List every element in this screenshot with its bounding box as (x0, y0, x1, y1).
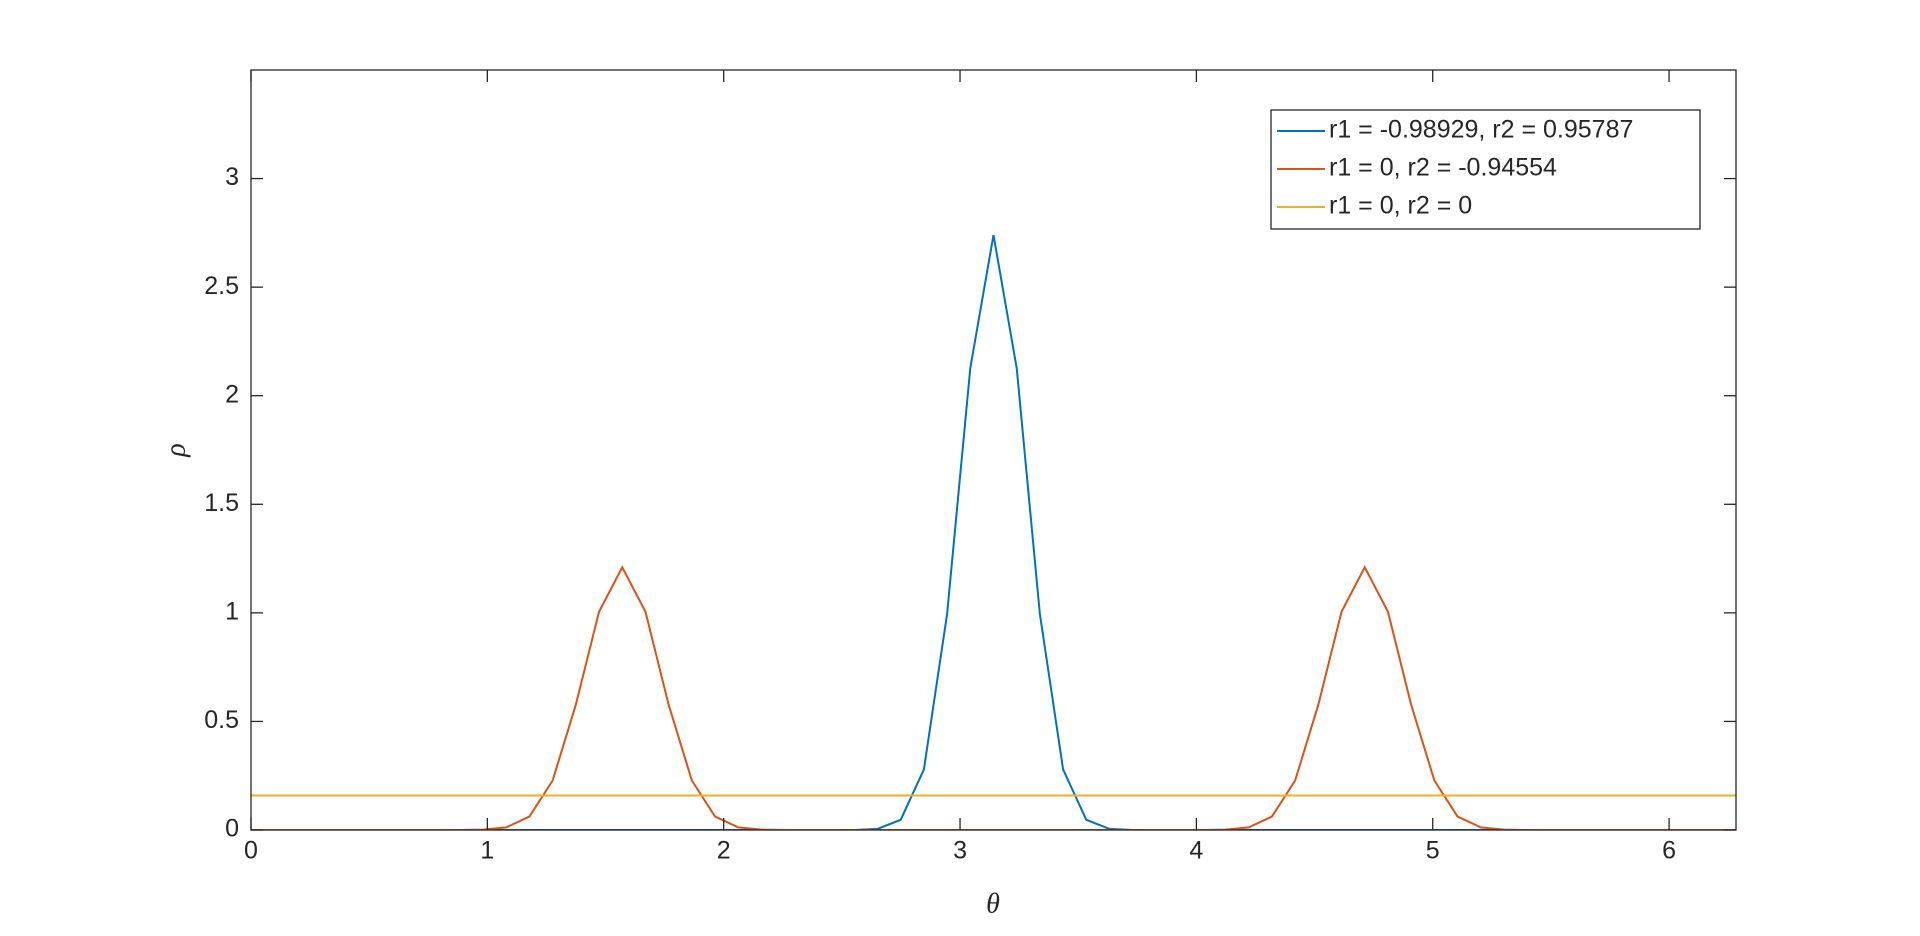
y-tick-label: 2.5 (204, 272, 239, 300)
y-tick-label: 1 (225, 597, 239, 625)
y-tick-label: 0.5 (204, 706, 239, 734)
legend-box (1270, 109, 1701, 230)
x-axis-label: θ (986, 888, 1000, 919)
x-tick-label: 3 (953, 837, 967, 865)
y-tick-label: 2 (225, 380, 239, 408)
series-line (251, 234, 1736, 830)
legend: r1 = -0.98929, r2 = 0.95787 r1 = 0, r2 = … (1270, 109, 1701, 230)
legend-label: r1 = -0.98929, r2 = 0.95787 (1329, 116, 1633, 144)
legend-label: r1 = 0, r2 = -0.94554 (1329, 154, 1557, 182)
y-tick-label: 3 (225, 163, 239, 191)
x-tick-label: 1 (480, 837, 494, 865)
legend-label: r1 = 0, r2 = 0 (1329, 192, 1472, 220)
series-line (251, 565, 1736, 830)
x-tick-label: 2 (717, 837, 731, 865)
y-tick-label: 1.5 (204, 489, 239, 517)
x-tick-label: 0 (244, 837, 258, 865)
axes-box (250, 69, 1737, 831)
x-tick-label: 6 (1662, 837, 1676, 865)
y-tick-label: 0 (225, 815, 239, 843)
x-tick-label: 4 (1189, 837, 1203, 865)
x-tick-label: 5 (1426, 837, 1440, 865)
y-axis-label: ρ (160, 443, 191, 457)
